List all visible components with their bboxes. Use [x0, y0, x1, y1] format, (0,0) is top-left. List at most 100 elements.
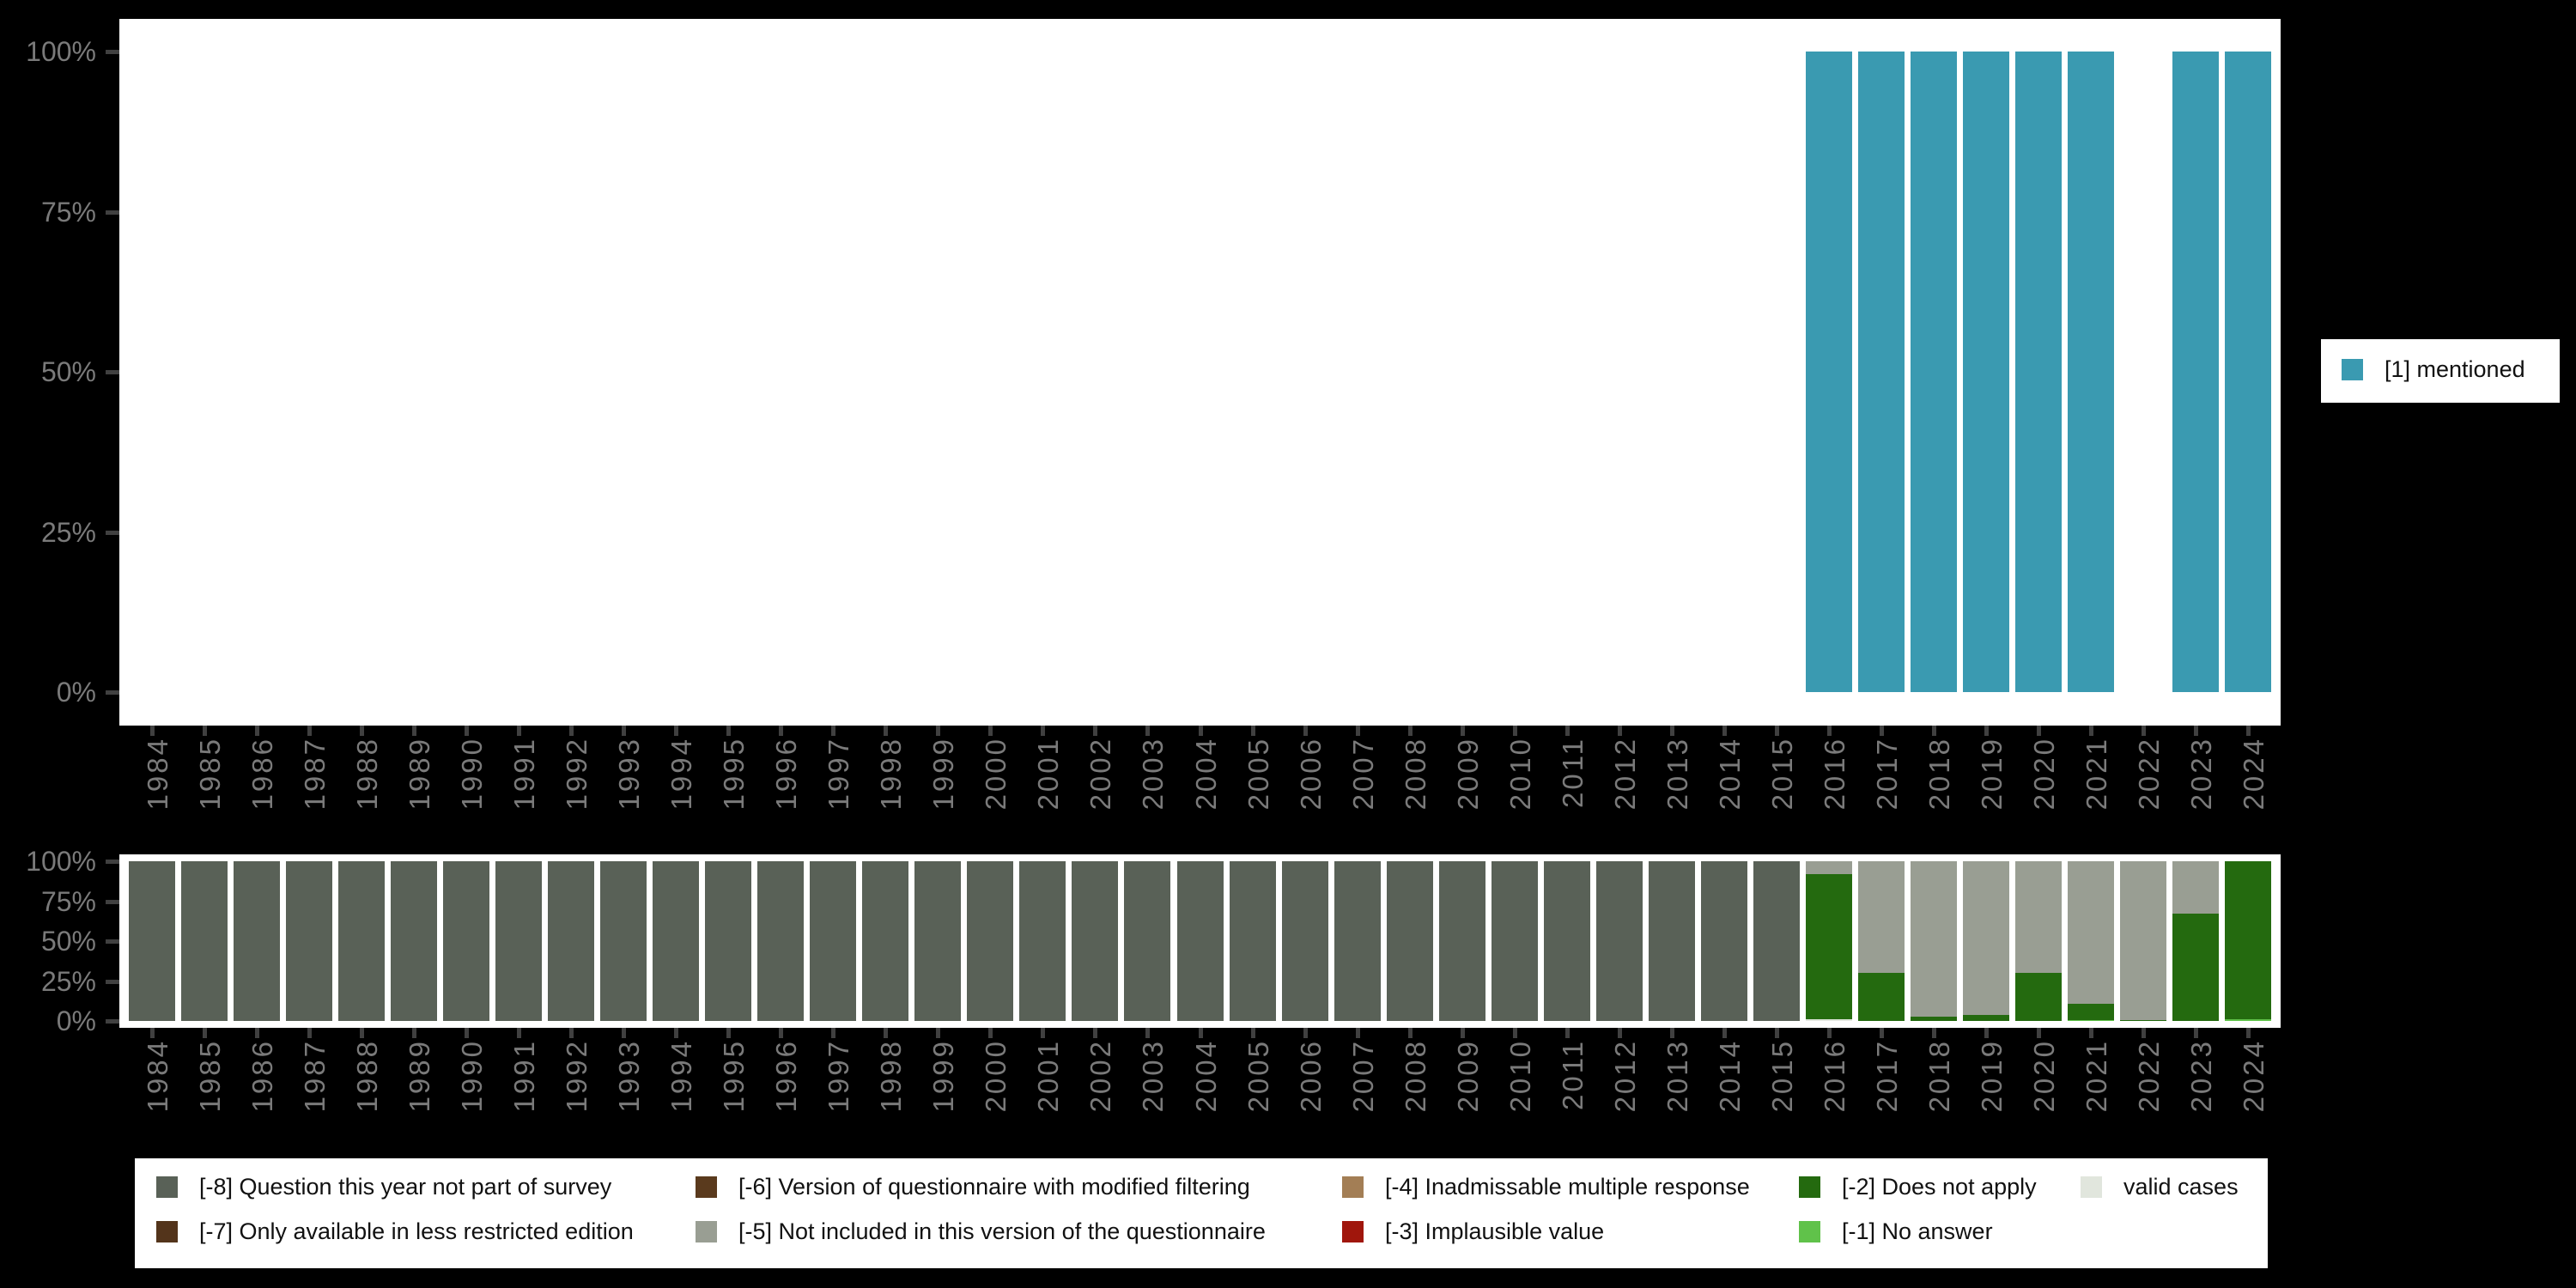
stack-segment-valid-2016	[1806, 1019, 1852, 1021]
x-tick-label-top: 2019	[1976, 737, 2008, 811]
x-tick-label-top: 2021	[2081, 737, 2112, 811]
swatch-icon-valid	[2081, 1176, 2102, 1198]
bar-mentioned-2021	[2068, 52, 2114, 692]
x-tick-label-bottom: 2019	[1976, 1039, 2008, 1113]
x-tick-top	[1618, 726, 1622, 736]
x-tick-label-bottom: 2003	[1137, 1039, 1169, 1113]
x-tick-label-top: 1994	[665, 737, 697, 811]
x-tick-top	[1461, 726, 1465, 736]
x-tick-bottom	[255, 1028, 259, 1038]
x-tick-top	[517, 726, 521, 736]
legend-label--3: [-3] Implausible value	[1385, 1218, 1605, 1244]
x-tick-label-top: 2011	[1557, 737, 1589, 808]
x-tick-label-bottom: 1986	[246, 1039, 278, 1113]
x-tick-bottom	[1775, 1028, 1779, 1038]
y-tick-label-top: 50%	[40, 356, 96, 387]
x-tick-bottom	[1041, 1028, 1045, 1038]
stack-segment--8-2007	[1334, 861, 1381, 1021]
legend-label--6: [-6] Version of questionnaire with modif…	[738, 1174, 1250, 1200]
stack-segment--2-2024	[2225, 861, 2271, 1019]
legend-item--3: [-3] Implausible value	[1342, 1218, 1605, 1244]
x-tick-label-top: 1999	[927, 737, 959, 811]
swatch-icon--3	[1342, 1221, 1364, 1242]
x-tick-label-top: 1997	[823, 737, 854, 811]
legend-label--8: [-8] Question this year not part of surv…	[199, 1174, 612, 1200]
x-tick-bottom	[1565, 1028, 1570, 1038]
x-tick-label-top: 2013	[1662, 737, 1693, 811]
x-tick-label-top: 2020	[2028, 737, 2060, 811]
x-tick-top	[150, 726, 155, 736]
stack-segment--8-1994	[653, 861, 699, 1021]
x-tick-bottom	[1670, 1028, 1674, 1038]
x-tick-label-top: 1985	[194, 737, 226, 811]
x-tick-bottom	[569, 1028, 574, 1038]
x-tick-label-top: 2006	[1295, 737, 1327, 811]
legend-item-valid: valid cases	[2081, 1174, 2239, 1200]
x-tick-label-bottom: 2001	[1032, 1039, 1064, 1113]
x-tick-label-bottom: 1999	[927, 1039, 959, 1113]
stack-segment--8-1998	[862, 861, 908, 1021]
x-tick-label-top: 1987	[299, 737, 331, 811]
x-tick-bottom	[150, 1028, 155, 1038]
y-tick-label-bottom: 100%	[26, 846, 96, 877]
x-tick-bottom	[360, 1028, 364, 1038]
legend-label--1: [-1] No answer	[1842, 1218, 1993, 1244]
x-tick-bottom	[831, 1028, 835, 1038]
stack-segment--8-1997	[810, 861, 856, 1021]
x-tick-bottom	[1827, 1028, 1832, 1038]
x-tick-label-bottom: 2000	[980, 1039, 1012, 1113]
y-tick-top	[106, 690, 119, 695]
x-tick-top	[988, 726, 993, 736]
x-tick-label-top: 2017	[1871, 737, 1903, 811]
x-tick-label-bottom: 1995	[718, 1039, 750, 1113]
x-tick-label-top: 1984	[142, 737, 173, 811]
stack-segment--8-1992	[548, 861, 594, 1021]
x-tick-top	[2246, 726, 2251, 736]
x-tick-label-bottom: 1990	[456, 1039, 488, 1113]
x-tick-label-top: 1986	[246, 737, 278, 811]
x-tick-top	[465, 726, 469, 736]
swatch-icon--7	[156, 1221, 178, 1242]
stack-segment--5-2018	[1911, 861, 1957, 1017]
legend-item-mentioned: [1] mentioned	[2342, 358, 2525, 381]
x-tick-top	[1408, 726, 1413, 736]
x-tick-top	[1251, 726, 1255, 736]
y-tick-bottom	[106, 900, 119, 904]
x-tick-label-top: 2024	[2238, 737, 2269, 811]
x-tick-label-bottom: 2010	[1504, 1039, 1536, 1113]
x-tick-bottom	[203, 1028, 207, 1038]
stack-segment--5-2023	[2172, 861, 2219, 914]
x-tick-label-top: 1996	[770, 737, 802, 811]
x-tick-label-top: 2009	[1452, 737, 1484, 811]
stack-segment--8-2001	[1019, 861, 1066, 1021]
x-tick-label-bottom: 2020	[2028, 1039, 2060, 1113]
mentioned-legend: [1] mentioned	[2321, 339, 2560, 403]
stack-segment--8-2002	[1072, 861, 1118, 1021]
stack-segment--8-2009	[1439, 861, 1485, 1021]
x-tick-label-bottom: 1992	[561, 1039, 592, 1113]
swatch-icon--2	[1799, 1176, 1820, 1198]
bar-mentioned-2024	[2225, 52, 2271, 692]
x-tick-top	[1145, 726, 1150, 736]
x-tick-bottom	[1722, 1028, 1727, 1038]
x-tick-top	[1093, 726, 1097, 736]
stack-segment--2-2022	[2120, 1020, 2166, 1021]
legend-label-valid: valid cases	[2123, 1174, 2239, 1200]
stack-segment--8-2010	[1492, 861, 1538, 1021]
stack-segment--8-2005	[1230, 861, 1276, 1021]
x-tick-label-top: 2007	[1347, 737, 1379, 811]
stack-segment--5-2016	[1806, 861, 1852, 874]
bar-mentioned-2023	[2172, 52, 2219, 692]
stack-segment--2-2021	[2068, 1004, 2114, 1020]
x-tick-top	[1303, 726, 1308, 736]
x-tick-label-bottom: 1985	[194, 1039, 226, 1113]
stack-segment--8-2003	[1124, 861, 1170, 1021]
x-tick-label-bottom: 1987	[299, 1039, 331, 1113]
y-tick-bottom	[106, 1019, 119, 1024]
x-tick-label-top: 2010	[1504, 737, 1536, 811]
x-tick-label-top: 2000	[980, 737, 1012, 811]
x-tick-top	[1670, 726, 1674, 736]
x-tick-label-top: 1988	[351, 737, 383, 811]
x-tick-label-bottom: 2006	[1295, 1039, 1327, 1113]
